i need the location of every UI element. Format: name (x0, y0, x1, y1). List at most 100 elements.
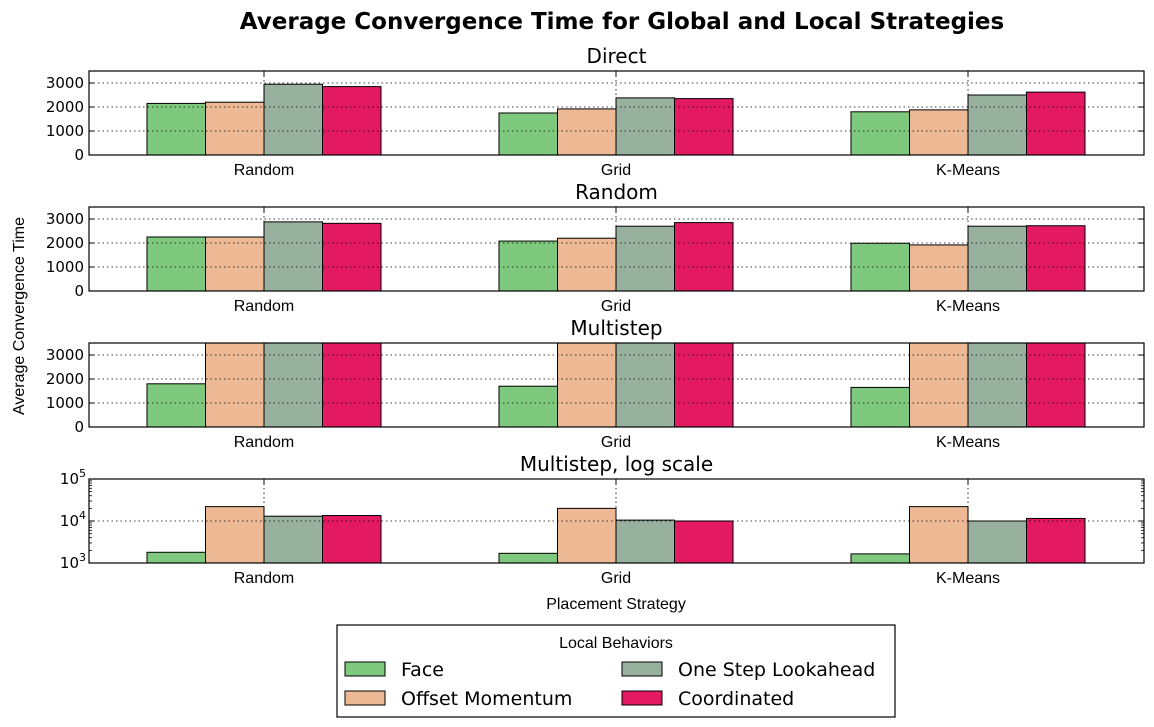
bar-coordinated-random (322, 222, 382, 291)
bar-offset-momentum-grid (557, 108, 617, 155)
x-tick-label-k-means: K-Means (936, 570, 1000, 587)
gridlines (89, 343, 1144, 427)
bar-offset-momentum-k-means (909, 244, 969, 291)
bar-face-k-means (850, 386, 910, 427)
bar-coordinated-k-means (1026, 517, 1086, 563)
bar-offset-momentum-random (205, 343, 265, 427)
x-ticks: Random Grid K-Means (234, 207, 1000, 315)
bar-face-k-means (850, 553, 910, 563)
gridlines (89, 71, 1144, 155)
gridlines (89, 479, 1144, 563)
subplot-multistep-log-scale: Multistep, log scale 103 104 105 Random Grid K… (60, 452, 1145, 587)
bar-face-grid (498, 112, 558, 155)
bar-one-step-lookahead-random (263, 343, 323, 427)
y-ticks: 0 1000 2000 3000 (46, 74, 1144, 164)
y-axis-label: Average Convergence Time (11, 217, 28, 415)
bar-offset-momentum-random (205, 506, 265, 563)
x-ticks: Random Grid K-Means (234, 479, 1000, 587)
subplot-title: Random (575, 180, 658, 204)
y-tick-label: 3000 (46, 346, 84, 364)
legend-item-one-step-lookahead: One Step Lookahead (621, 659, 875, 681)
legend-label: Face (401, 659, 444, 681)
subplot-random: Random 0 1000 2000 3000 Random Grid K-Means (46, 180, 1145, 315)
x-tick-label-k-means: K-Means (936, 162, 1000, 179)
bar-offset-momentum-grid (557, 237, 617, 291)
y-tick-label: 3000 (46, 210, 84, 228)
y-tick-label: 0 (74, 146, 84, 164)
legend-swatch (344, 690, 386, 706)
x-tick-label-k-means: K-Means (936, 298, 1000, 315)
bar-coordinated-grid (674, 520, 734, 563)
bar-offset-momentum-k-means (909, 109, 969, 155)
legend-frame (336, 624, 896, 718)
bar-one-step-lookahead-grid (615, 97, 675, 155)
bar-coordinated-grid (674, 222, 734, 291)
bar-face-random (146, 102, 206, 155)
x-tick-label-grid: Grid (601, 298, 631, 315)
bar-offset-momentum-grid (557, 343, 617, 427)
x-tick-label-grid: Grid (601, 434, 631, 451)
bar-one-step-lookahead-k-means (967, 225, 1027, 291)
subplot-title: Multistep, log scale (520, 452, 713, 476)
x-tick-label-random: Random (234, 298, 294, 315)
subplot-direct: Direct 0 1000 2000 3000 Random Grid K-Means (46, 44, 1145, 179)
bar-group (146, 506, 1086, 563)
bar-coordinated-random (322, 343, 382, 427)
legend-title: Local Behaviors (559, 635, 673, 652)
bar-face-k-means (850, 111, 910, 155)
bar-one-step-lookahead-k-means (967, 520, 1027, 563)
bar-face-grid (498, 552, 558, 563)
legend-swatch (344, 661, 386, 677)
bar-face-random (146, 236, 206, 291)
bar-one-step-lookahead-random (263, 221, 323, 291)
bar-coordinated-grid (674, 343, 734, 427)
bar-group (146, 343, 1086, 427)
y-tick-label: 104 (60, 509, 86, 530)
x-tick-label-grid: Grid (601, 570, 631, 587)
y-ticks: 0 1000 2000 3000 (46, 210, 1144, 300)
legend-item-face: Face (344, 659, 444, 681)
legend-label: One Step Lookahead (678, 659, 875, 681)
bar-face-random (146, 551, 206, 563)
chart-title: Average Convergence Time for Global and … (240, 9, 1004, 35)
y-tick-label: 2000 (46, 370, 84, 388)
bar-coordinated-grid (674, 98, 734, 155)
x-tick-label-k-means: K-Means (936, 434, 1000, 451)
bar-coordinated-k-means (1026, 91, 1086, 155)
legend-label: Offset Momentum (401, 688, 572, 710)
bar-one-step-lookahead-k-means (967, 94, 1027, 155)
bar-face-grid (498, 385, 558, 427)
bar-offset-momentum-k-means (909, 506, 969, 563)
y-tick-label: 3000 (46, 74, 84, 92)
legend-swatch (621, 690, 663, 706)
legend-item-offset-momentum: Offset Momentum (344, 688, 572, 710)
bar-one-step-lookahead-random (263, 83, 323, 155)
bar-face-grid (498, 240, 558, 291)
y-tick-label: 1000 (46, 258, 84, 276)
y-tick-label: 103 (60, 551, 86, 572)
bar-coordinated-random (322, 86, 382, 155)
y-tick-label: 1000 (46, 122, 84, 140)
bar-one-step-lookahead-grid (615, 519, 675, 563)
legend-label: Coordinated (678, 688, 794, 710)
y-tick-label: 2000 (46, 98, 84, 116)
y-ticks: 0 1000 2000 3000 (46, 346, 1144, 436)
x-tick-label-grid: Grid (601, 162, 631, 179)
bar-offset-momentum-random (205, 101, 265, 155)
y-tick-label: 0 (74, 418, 84, 436)
bar-coordinated-random (322, 515, 382, 563)
y-tick-label: 2000 (46, 234, 84, 252)
x-ticks: Random Grid K-Means (234, 71, 1000, 179)
bar-one-step-lookahead-grid (615, 343, 675, 427)
y-tick-label: 1000 (46, 394, 84, 412)
x-axis-label: Placement Strategy (546, 596, 686, 613)
subplot-title: Direct (587, 44, 647, 68)
y-tick-label: 0 (74, 282, 84, 300)
y-tick-label: 105 (60, 467, 86, 488)
legend-swatch (621, 661, 663, 677)
bar-coordinated-k-means (1026, 343, 1086, 427)
subplot-multistep: Multistep 0 1000 2000 3000 Random Grid K-Means (46, 316, 1145, 451)
x-tick-label-random: Random (234, 162, 294, 179)
